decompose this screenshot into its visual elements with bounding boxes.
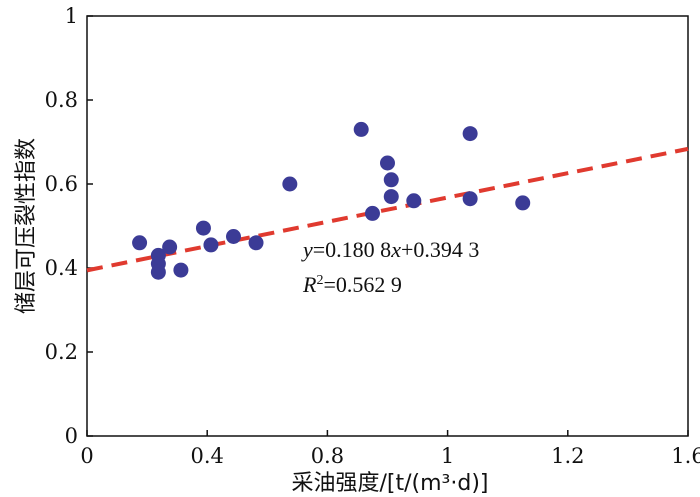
- data-point: [150, 264, 166, 280]
- plot-area: [86, 15, 689, 437]
- x-axis-title: 采油强度/[t/(m³·d)]: [292, 471, 489, 496]
- data-point: [132, 235, 148, 251]
- data-point: [225, 229, 241, 244]
- y-tick-label: 0.2: [45, 340, 78, 364]
- r-symbol: R: [302, 272, 317, 297]
- data-point: [248, 235, 264, 251]
- data-point: [462, 126, 478, 142]
- data-points: [132, 121, 531, 280]
- trend-line: [86, 146, 689, 273]
- data-point: [353, 121, 369, 137]
- equation-intercept: +0.394 3: [401, 237, 479, 262]
- equation-y: y: [301, 237, 313, 262]
- data-point: [195, 220, 211, 236]
- y-tick-label: 1: [65, 4, 78, 28]
- data-point: [162, 239, 178, 255]
- x-tick-label: 0.4: [190, 444, 223, 468]
- equation-slope: =0.180 8: [313, 237, 391, 262]
- x-tick-label: 1.6: [671, 444, 700, 468]
- data-point: [380, 155, 395, 171]
- x-tick-label: 0.8: [311, 444, 344, 468]
- data-point: [383, 172, 399, 188]
- data-point: [406, 193, 422, 209]
- data-point: [462, 191, 478, 207]
- data-point: [203, 237, 219, 253]
- x-tick-labels: 0 0.4 0.8 1 1.2 1.6: [80, 444, 700, 468]
- data-point: [383, 189, 399, 205]
- y-tick-label: 0.4: [45, 256, 78, 280]
- data-point: [364, 205, 380, 221]
- y-tick-label: 0.8: [45, 88, 78, 112]
- y-tick-label: 0.6: [45, 172, 78, 196]
- r-squared: R2=0.562 9: [302, 272, 402, 297]
- y-tick-label: 0: [65, 424, 78, 448]
- regression-equation: y=0.180 8x+0.394 3: [301, 237, 479, 262]
- data-point: [282, 176, 298, 192]
- r-squared-value: =0.562 9: [323, 272, 401, 297]
- data-point: [515, 195, 531, 211]
- x-tick-label: 1.2: [551, 444, 584, 468]
- r-superscript: 2: [316, 273, 323, 288]
- equation-x: x: [390, 237, 401, 262]
- data-point: [173, 262, 189, 278]
- x-tick-label: 0: [80, 444, 93, 468]
- x-tick-label: 1: [441, 444, 454, 468]
- y-axis-title: 储层可压裂性指数: [14, 138, 39, 314]
- y-tick-labels: 0 0.2 0.4 0.6 0.8 1: [45, 4, 78, 448]
